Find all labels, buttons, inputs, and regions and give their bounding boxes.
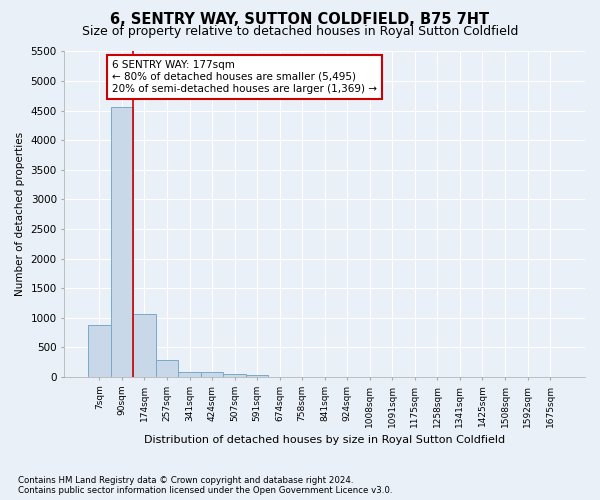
Text: 6, SENTRY WAY, SUTTON COLDFIELD, B75 7HT: 6, SENTRY WAY, SUTTON COLDFIELD, B75 7HT [110,12,490,28]
Text: 6 SENTRY WAY: 177sqm
← 80% of detached houses are smaller (5,495)
20% of semi-de: 6 SENTRY WAY: 177sqm ← 80% of detached h… [112,60,377,94]
Bar [88,325,110,377]
Bar [178,372,201,377]
Text: Contains public sector information licensed under the Open Government Licence v3: Contains public sector information licen… [18,486,392,495]
X-axis label: Distribution of detached houses by size in Royal Sutton Coldfield: Distribution of detached houses by size … [144,435,505,445]
Bar [156,360,178,377]
Bar [201,372,223,377]
Text: Size of property relative to detached houses in Royal Sutton Coldfield: Size of property relative to detached ho… [82,25,518,38]
Bar [246,375,268,377]
Bar [133,314,156,377]
Y-axis label: Number of detached properties: Number of detached properties [15,132,25,296]
Bar [223,374,246,377]
Text: Contains HM Land Registry data © Crown copyright and database right 2024.: Contains HM Land Registry data © Crown c… [18,476,353,485]
Bar [110,107,133,377]
